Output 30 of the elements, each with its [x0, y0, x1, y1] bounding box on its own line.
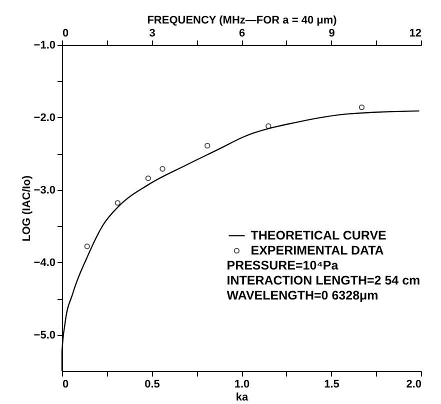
annotation: INTERACTION LENGTH=2 54 cm: [226, 274, 420, 288]
y-tick-label: −2.0: [34, 112, 56, 124]
x2-tick-label: 0: [62, 28, 69, 40]
x-tick-label: 2.0: [406, 378, 422, 390]
x2-tick-label: 9: [328, 28, 335, 40]
x-axis-title: ka: [236, 392, 249, 404]
y-tick-label: −1.0: [34, 40, 56, 52]
point: [84, 244, 90, 250]
point: [160, 166, 166, 172]
legend-label: EXPERIMENTAL DATA: [250, 244, 384, 258]
point: [114, 200, 120, 206]
point: [266, 123, 272, 129]
annotation: WAVELENGTH=0 6328μm: [226, 288, 378, 303]
x2-tick-label: 6: [238, 28, 246, 40]
x-tick-label: 1.0: [234, 378, 250, 390]
x-tick-label: 0.5: [144, 378, 160, 390]
x2-axis-title: FREQUENCY (MHz—FOR a = 40 μm): [147, 14, 338, 26]
point: [145, 175, 152, 182]
x-tick-label: 1.5: [324, 378, 340, 390]
y-tick-label: −3.0: [34, 184, 56, 196]
x2-tick-label: 3: [149, 28, 156, 40]
x2-tick-label: 12: [409, 28, 422, 40]
x-tick-label: 0: [62, 378, 69, 390]
legend-label: THEORETICAL CURVE: [250, 228, 386, 243]
point: [358, 104, 365, 110]
point: [204, 142, 210, 149]
y-tick-label: −5.0: [34, 329, 56, 342]
annotation: PRESSURE=10⁴Pa: [226, 258, 340, 273]
y-tick-label: −4.0: [34, 256, 56, 269]
y-axis-title: LOG (IAC/Io): [20, 175, 33, 242]
